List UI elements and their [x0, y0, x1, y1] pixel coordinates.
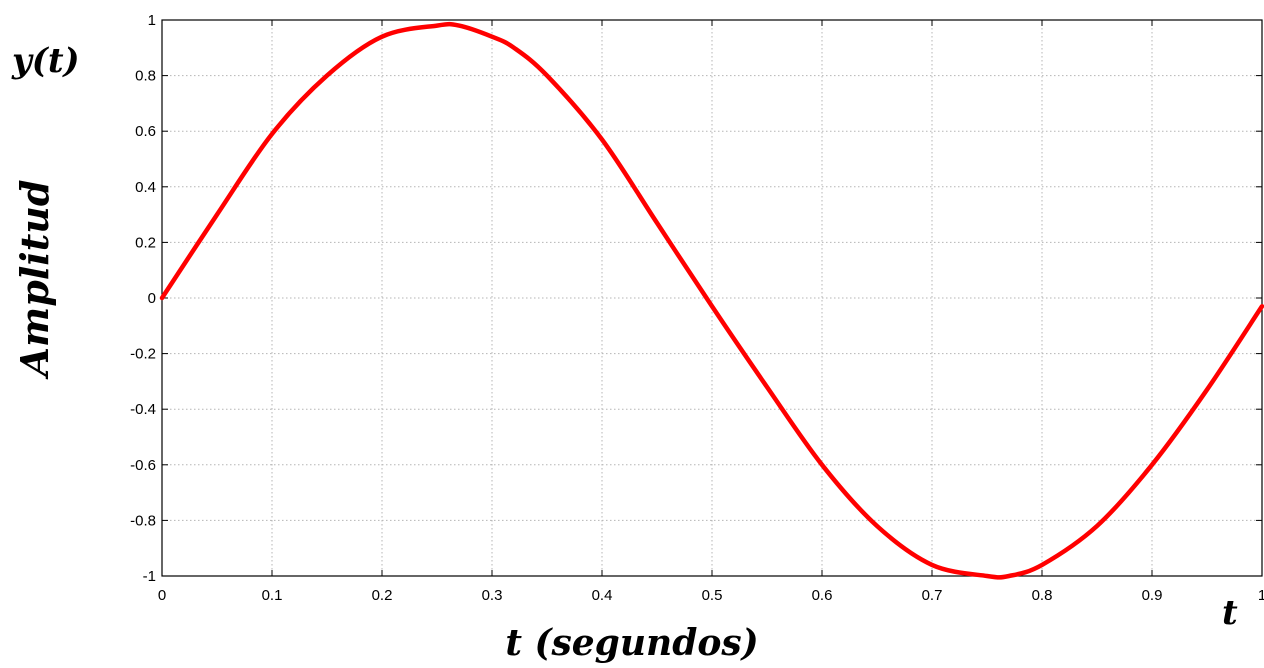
x-tick-label: 0.7	[922, 587, 943, 604]
y-tick-label: -0.8	[130, 512, 156, 529]
x-tick-label: 0.2	[372, 587, 393, 604]
x-tick-label: 1	[1258, 587, 1264, 604]
y-tick-label: 0.6	[135, 123, 156, 140]
x-tick-label: 0.1	[262, 587, 283, 604]
x-axis-label: t (segundos)	[505, 622, 758, 664]
y-tick-label: 0.4	[135, 179, 156, 196]
y-tick-label: -0.6	[130, 457, 156, 474]
x-tick-label: 0.9	[1142, 587, 1163, 604]
y-tick-label: -1	[143, 568, 156, 585]
x-tick-label: 0.6	[812, 587, 833, 604]
x-axis-symbol-label: t	[1222, 593, 1238, 633]
x-tick-label: 0	[158, 587, 166, 604]
y-tick-label: -0.2	[130, 346, 156, 363]
grid	[162, 20, 1262, 576]
series-line	[159, 21, 1264, 580]
y-axis-symbol-label: y(t)	[11, 41, 80, 81]
y-tick-label: 0.2	[135, 234, 156, 251]
x-tick-label: 0.3	[482, 587, 503, 604]
y-tick-label: 1	[148, 12, 156, 29]
ticks	[161, 19, 1263, 577]
x-tick-label: 0.5	[702, 587, 723, 604]
y-tick-label: 0.8	[135, 68, 156, 85]
y-tick-label: 0	[148, 290, 156, 307]
y-axis-label: Amplitud	[12, 180, 57, 380]
y-tick-label: -0.4	[130, 401, 156, 418]
series-layer	[159, 21, 1264, 580]
x-tick-label: 0.4	[592, 587, 613, 604]
x-tick-label: 0.8	[1032, 587, 1053, 604]
tick-labels: 0 0.1 0.2 0.3 0.4 0.5 0.6 0.7 0.8 0.9 1 -1 -0.8 -0.6 -…	[130, 12, 1264, 604]
